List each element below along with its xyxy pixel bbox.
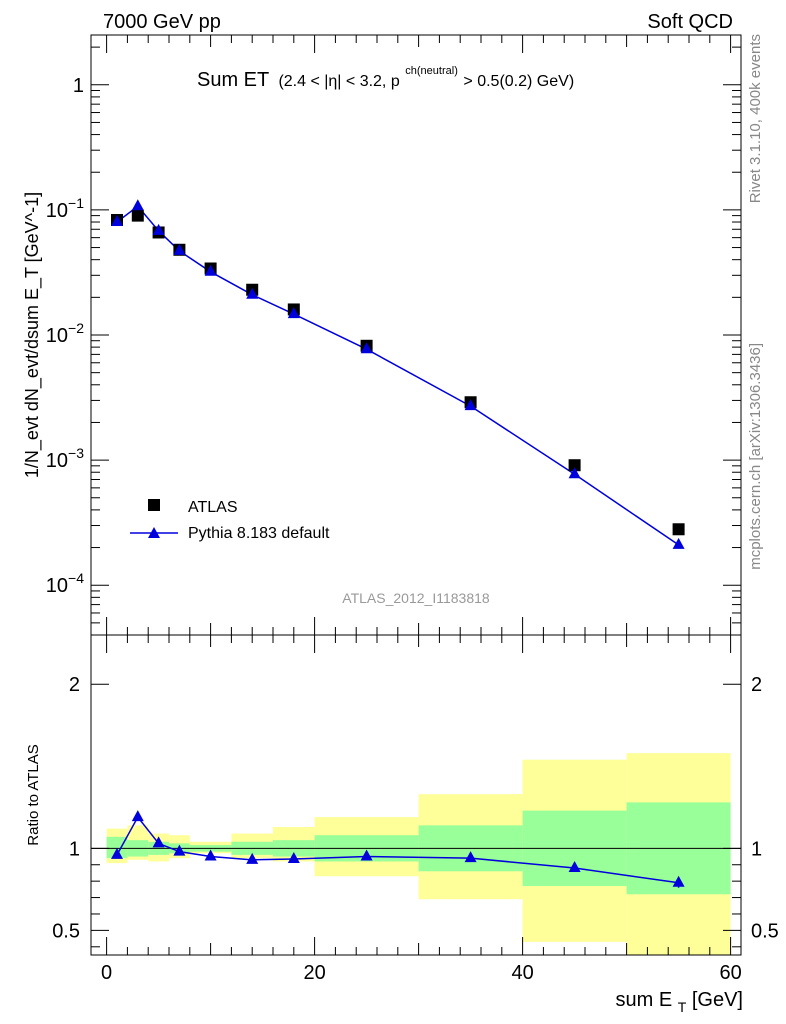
main-ytick-exp: −1 xyxy=(68,195,84,211)
main-ytick-base: 10 xyxy=(46,325,68,347)
rivet-label: Rivet 3.1.10, 400k events xyxy=(747,34,764,203)
legend: ATLAS Pythia 8.183 default xyxy=(130,499,330,542)
legend-atlas-label: ATLAS xyxy=(188,499,238,516)
header-energy: 7000 GeV pp xyxy=(103,11,221,33)
plot-title-tail: > 0.5(0.2) GeV) xyxy=(463,73,574,90)
plot-title: Sum ET (2.4 < |η| < 3.2, p ch(neutral) >… xyxy=(197,57,574,91)
legend-pythia-label: Pythia 8.183 default xyxy=(188,525,330,542)
legend-atlas-marker xyxy=(148,499,160,511)
ratio-point-8 xyxy=(464,851,477,863)
main-ytick-exp: −2 xyxy=(68,320,84,336)
main-ytick-label-4: 10−4 xyxy=(46,570,84,597)
main-ytick-exp: −4 xyxy=(68,570,84,586)
ratio-point-2 xyxy=(152,836,165,848)
main-ticks: 110−110−210−310−4 xyxy=(46,35,741,636)
ratio-ytick-label-right-2: 2 xyxy=(751,674,762,696)
pythia-line xyxy=(116,205,680,546)
ratio-point-10 xyxy=(672,875,685,887)
band-inner-0 xyxy=(106,836,128,859)
atlas-point-10 xyxy=(672,523,685,536)
atlas-point-9 xyxy=(568,459,581,472)
ratio-point-9 xyxy=(568,861,581,873)
ratio-point-4 xyxy=(204,849,217,861)
mcplots-label: mcplots.cern.ch [arXiv:1306.3436] xyxy=(747,343,764,570)
pythia-point-6 xyxy=(287,307,300,319)
main-ytick-base: 10 xyxy=(46,200,68,222)
ratio-point-6 xyxy=(287,852,300,863)
ratio-ytick-label-right-1: 1 xyxy=(751,838,762,860)
ratio-ytick-label-right-0: 0.5 xyxy=(751,920,779,942)
plot-title-sup: ch(neutral) xyxy=(405,65,458,77)
main-ylabel: 1/N_evt dN_evt/dsum E_T [GeV^-1] xyxy=(22,192,43,478)
ratio-ylabel: Ratio to ATLAS xyxy=(25,744,42,845)
main-ytick-base: 10 xyxy=(46,575,68,597)
ratio-point-1 xyxy=(131,810,144,822)
main-plot-frame xyxy=(90,34,742,636)
ratio-point-7 xyxy=(360,849,373,861)
x-axis-label-unit: [GeV] xyxy=(692,989,743,1011)
ratio-point-3 xyxy=(173,844,186,856)
pythia-point-4 xyxy=(204,264,217,276)
x-axis-label-main: sum E xyxy=(615,989,672,1011)
pythia-point-5 xyxy=(246,287,259,299)
pythia-point-2 xyxy=(152,223,165,235)
atlas-point-1 xyxy=(131,209,144,222)
main-ytick-label-1: 10−1 xyxy=(46,195,84,222)
ratio-point-5 xyxy=(246,852,259,864)
main-data-marks xyxy=(111,199,685,549)
plot-title-cond: (2.4 < |η| < 3.2, p xyxy=(278,73,399,90)
main-ytick-label-2: 10−2 xyxy=(46,320,84,347)
x-axis-label: sum E T [GeV] xyxy=(615,989,743,1017)
ratio-ticks: 0.5 0.51 12 20 20 40 60 xyxy=(52,635,779,984)
header-category: Soft QCD xyxy=(647,11,733,33)
main-ytick-label-0: 1 xyxy=(73,75,84,97)
pythia-point-10 xyxy=(672,537,685,549)
main-ylabel-text: 1/N_evt dN_evt/dsum E_T [GeV^-1] xyxy=(22,192,43,478)
ratio-point-0 xyxy=(111,847,123,859)
analysis-watermark: ATLAS_2012_I1183818 xyxy=(342,590,490,606)
x-tick-label-2: 40 xyxy=(511,962,533,984)
x-tick-label-3: 60 xyxy=(719,962,741,984)
x-tick-label-1: 20 xyxy=(303,962,325,984)
ratio-ytick-label-left-0: 0.5 xyxy=(52,920,80,942)
ratio-ytick-label-left-2: 2 xyxy=(69,674,80,696)
pythia-point-1 xyxy=(131,199,144,211)
x-tick-label-0: 0 xyxy=(101,962,112,984)
legend-pythia-marker xyxy=(148,527,160,538)
pythia-point-0 xyxy=(111,215,123,227)
ratio-data-marks xyxy=(111,810,685,888)
pythia-point-9 xyxy=(568,467,581,479)
main-ytick-exp: −3 xyxy=(68,445,84,461)
ratio-ytick-label-left-1: 1 xyxy=(69,838,80,860)
ratio-plot-frame xyxy=(90,634,742,956)
pythia-point-8 xyxy=(464,399,477,411)
main-ytick-base: 10 xyxy=(46,450,68,472)
plot-title-main: Sum ET xyxy=(197,69,269,91)
x-axis-label-sub: T xyxy=(678,999,687,1015)
ratio-uncertainty-bands xyxy=(91,753,741,955)
main-ytick-label-3: 10−3 xyxy=(46,445,84,472)
pythia-point-7 xyxy=(360,342,373,354)
pythia-point-3 xyxy=(173,243,186,255)
